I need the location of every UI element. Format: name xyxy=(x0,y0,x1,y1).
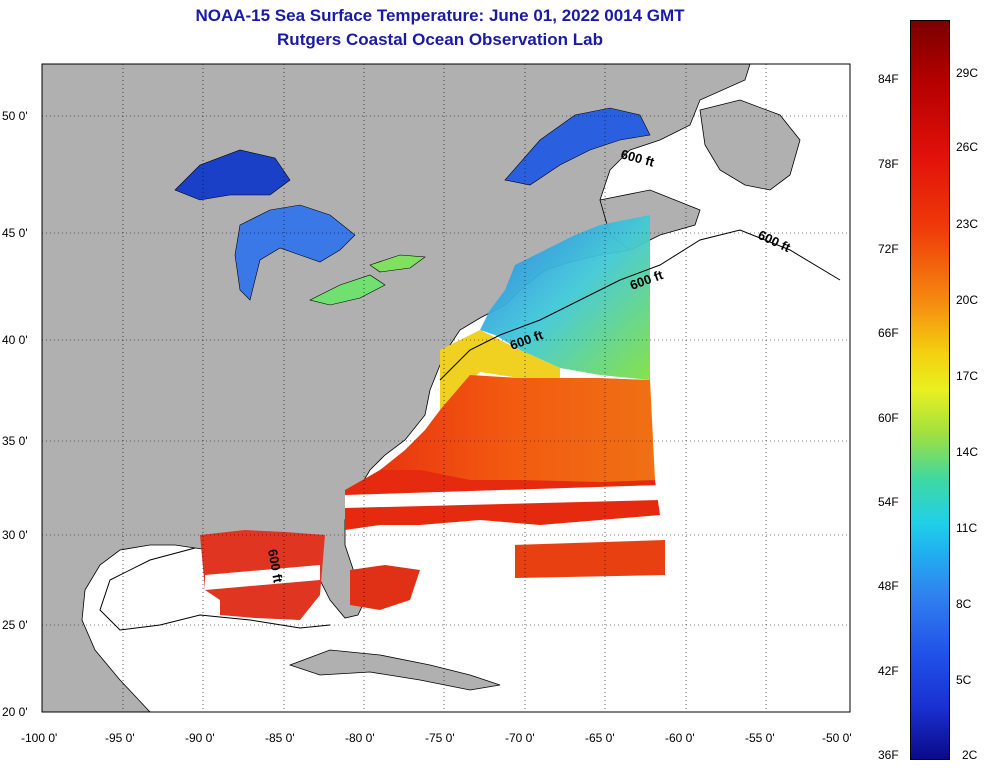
lat-label: 50 0' xyxy=(2,109,28,123)
colorbar-f-label: 42F xyxy=(878,664,899,678)
lake-erie xyxy=(309,274,386,306)
sst-northern-shelf xyxy=(480,215,650,380)
lon-label: -75 0' xyxy=(425,731,455,745)
lat-label: 45 0' xyxy=(2,226,28,240)
lake-superior xyxy=(174,149,291,201)
lat-label: 35 0' xyxy=(2,434,28,448)
colorbar-f-label: 78F xyxy=(878,157,899,171)
lake-ontario xyxy=(369,254,426,273)
colorbar-c-label: 8C xyxy=(956,597,972,611)
lat-label: 30 0' xyxy=(2,528,28,542)
isobath-600ft-gulf xyxy=(99,547,331,631)
sst-florida-straits xyxy=(350,565,420,610)
colorbar-f-label: 48F xyxy=(878,579,899,593)
colorbar xyxy=(910,20,950,760)
colorbar-f-label: 72F xyxy=(878,242,899,256)
land-newfoundland xyxy=(699,99,801,191)
lon-label: -50 0' xyxy=(822,731,852,745)
colorbar-f-label: 36F xyxy=(878,748,899,762)
lake-michigan-huron xyxy=(234,204,356,301)
lon-label: -85 0' xyxy=(265,731,295,745)
sst-gulf-stream xyxy=(360,375,655,505)
colorbar-c-label: 5C xyxy=(956,673,972,687)
colorbar-c-label: 26C xyxy=(956,140,979,154)
lon-label: -70 0' xyxy=(505,731,535,745)
colorbar-f-label: 84F xyxy=(878,72,899,86)
colorbar-f-label: 66F xyxy=(878,326,899,340)
lon-label: -95 0' xyxy=(105,731,135,745)
lon-label: -60 0' xyxy=(665,731,695,745)
colorbar-c-label: 23C xyxy=(956,217,979,231)
map-title: NOAA-15 Sea Surface Temperature: June 01… xyxy=(195,6,685,25)
lat-label: 25 0' xyxy=(2,618,28,632)
colorbar-c-label: 20C xyxy=(956,293,979,307)
cloud-gap-1 xyxy=(345,485,660,508)
sst-south-swath xyxy=(515,535,665,578)
lon-label: -90 0' xyxy=(185,731,215,745)
colorbar-c-label: 11C xyxy=(956,521,978,535)
lon-label: -65 0' xyxy=(585,731,615,745)
cloud-gap-2 xyxy=(205,565,320,590)
cloud-gap-3 xyxy=(360,525,665,550)
colorbar-f-label: 54F xyxy=(878,495,899,509)
lat-label: 40 0' xyxy=(2,333,28,347)
colorbar-c-label: 14C xyxy=(956,445,979,459)
land-cuba xyxy=(288,649,501,691)
lon-label: -80 0' xyxy=(345,731,375,745)
colorbar-f-label: 60F xyxy=(878,411,899,425)
lat-label: 20 0' xyxy=(2,705,28,719)
colorbar-c-label: 17C xyxy=(956,369,979,383)
lon-label: -100 0' xyxy=(21,731,57,745)
lon-label: -55 0' xyxy=(745,731,775,745)
depth-label-5: 600 ft xyxy=(265,548,286,585)
st-lawrence xyxy=(504,107,651,186)
grid xyxy=(42,64,850,712)
map-frame xyxy=(41,63,851,713)
colorbar-c-label: 29C xyxy=(956,66,979,80)
map-subtitle: Rutgers Coastal Ocean Observation Lab xyxy=(277,30,603,49)
colorbar-c-label: 2C xyxy=(962,748,978,762)
